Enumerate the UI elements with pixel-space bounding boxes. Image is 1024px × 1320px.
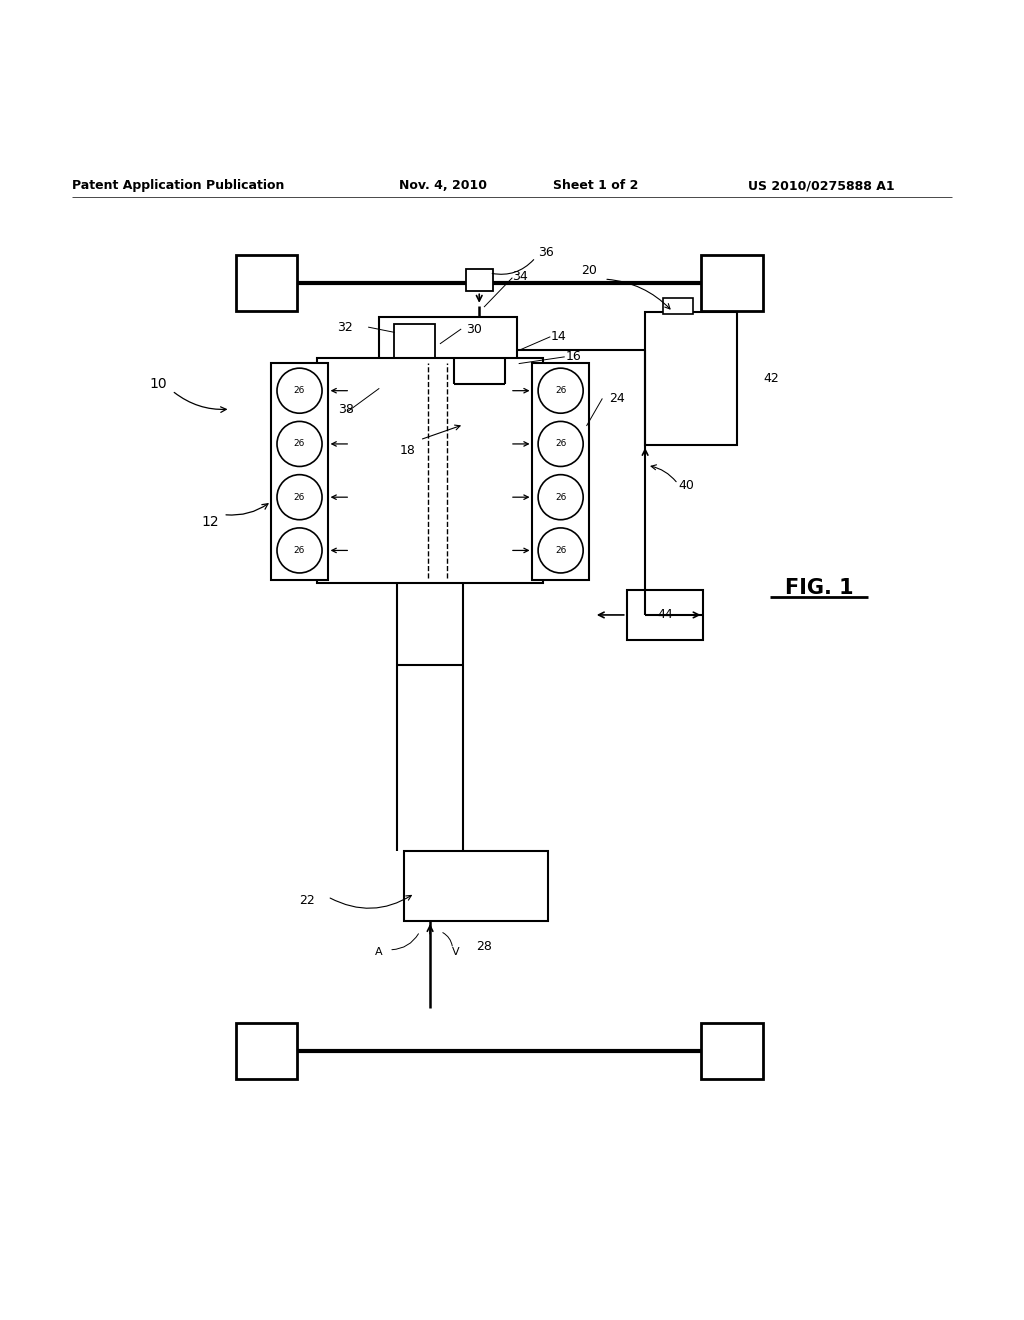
Text: FIG. 1: FIG. 1 [784,578,854,598]
Bar [663,297,693,314]
Text: 28: 28 [476,940,493,953]
Bar [404,851,548,921]
Bar [317,358,543,583]
Bar [379,317,517,384]
Text: 18: 18 [399,444,416,457]
Bar [271,363,328,579]
Text: V: V [452,946,460,957]
Text: 26: 26 [294,492,305,502]
Text: 42: 42 [763,372,778,385]
Text: 26: 26 [294,387,305,395]
Circle shape [276,475,323,520]
Text: 26: 26 [555,492,566,502]
Text: 38: 38 [338,403,354,416]
Text: A: A [375,946,383,957]
Bar [627,590,703,639]
Text: 26: 26 [555,546,566,554]
Bar [645,312,737,445]
Text: 24: 24 [609,392,625,405]
Bar [394,325,435,363]
Text: 40: 40 [678,479,694,492]
Bar [532,363,589,579]
Bar [701,255,763,312]
Text: 10: 10 [150,376,168,391]
Text: 36: 36 [538,246,554,259]
Text: 30: 30 [466,323,482,335]
Bar [701,1023,763,1080]
Text: 20: 20 [581,264,597,277]
Text: Patent Application Publication: Patent Application Publication [72,180,284,193]
Circle shape [276,528,323,573]
Text: 26: 26 [555,387,566,395]
Circle shape [539,475,584,520]
Circle shape [539,368,584,413]
Text: 22: 22 [299,894,315,907]
Text: 16: 16 [565,350,582,363]
Text: 34: 34 [512,269,528,282]
Text: 32: 32 [338,321,353,334]
Bar [236,255,297,312]
Text: Sheet 1 of 2: Sheet 1 of 2 [553,180,638,193]
Text: 12: 12 [201,515,219,529]
Bar [236,1023,297,1080]
Text: Nov. 4, 2010: Nov. 4, 2010 [399,180,487,193]
Text: 44: 44 [657,609,673,622]
Circle shape [539,528,584,573]
Text: 26: 26 [294,546,305,554]
Bar [466,269,493,292]
Circle shape [276,368,323,413]
Text: 26: 26 [555,440,566,449]
Text: US 2010/0275888 A1: US 2010/0275888 A1 [748,180,894,193]
Circle shape [539,421,584,466]
Text: 14: 14 [550,330,566,343]
Text: 26: 26 [294,440,305,449]
Circle shape [276,421,323,466]
